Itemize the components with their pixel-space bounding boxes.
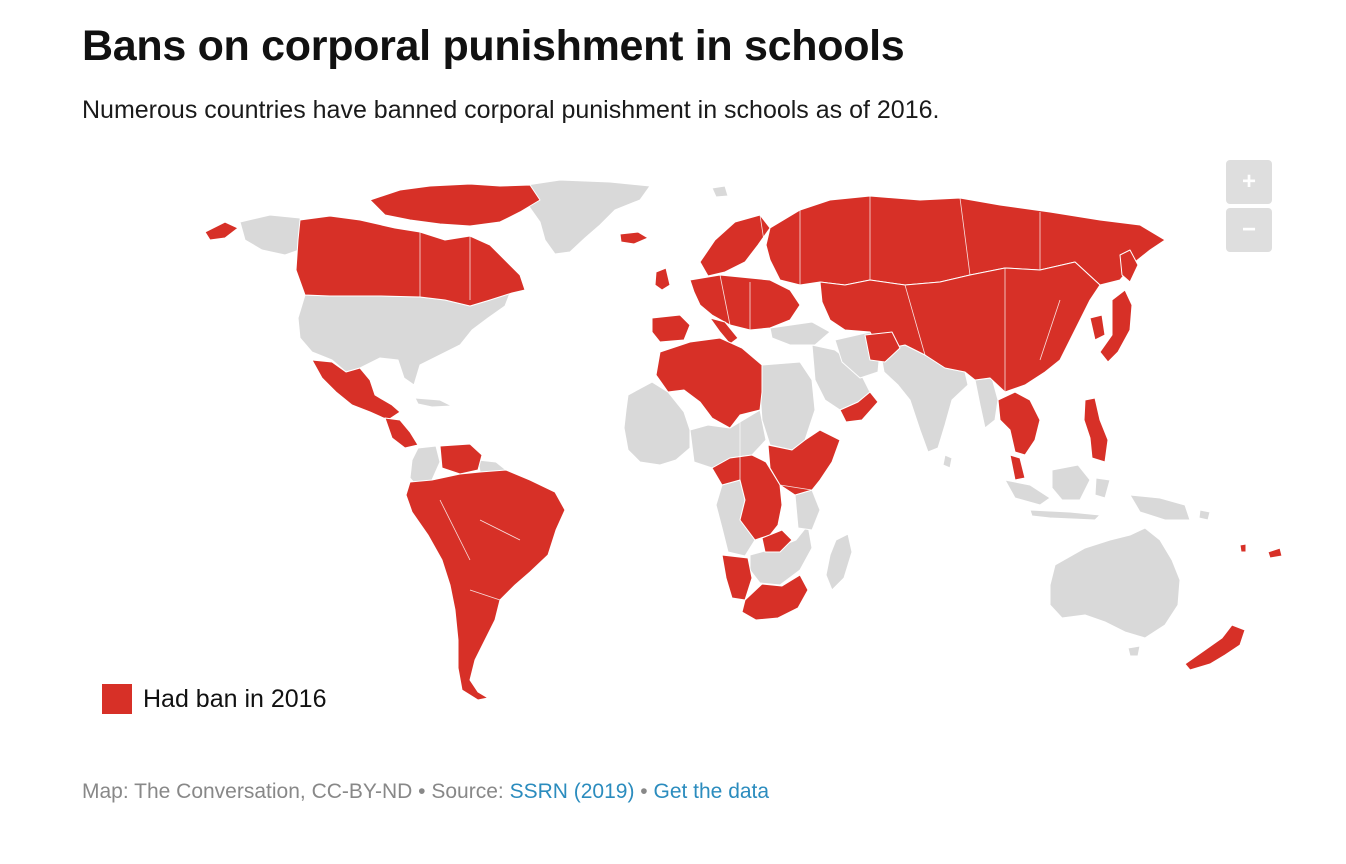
zoom-out-button[interactable]: − bbox=[1226, 208, 1272, 252]
zoom-in-button[interactable]: + bbox=[1226, 160, 1272, 204]
region-indonesia[interactable] bbox=[1004, 479, 1051, 506]
region-korea[interactable] bbox=[1089, 314, 1106, 341]
region-egypt-sudan[interactable] bbox=[759, 361, 816, 451]
region-malaysia[interactable] bbox=[1009, 454, 1026, 481]
region-yemen-oman[interactable] bbox=[839, 391, 879, 423]
region-new-guinea[interactable] bbox=[1129, 494, 1191, 521]
region-alaska[interactable] bbox=[239, 214, 306, 256]
world-map[interactable] bbox=[100, 170, 1290, 710]
region-turkey[interactable] bbox=[769, 321, 831, 346]
region-italy-greece[interactable] bbox=[709, 317, 739, 345]
world-map-svg[interactable] bbox=[100, 170, 1290, 710]
region-greenland[interactable] bbox=[519, 179, 651, 255]
chart-title: Bans on corporal punishment in schools bbox=[82, 22, 905, 70]
region-central-america[interactable] bbox=[384, 417, 419, 449]
source-link[interactable]: SSRN (2019) bbox=[509, 780, 635, 803]
region-japan[interactable] bbox=[1099, 289, 1133, 363]
region-south-africa[interactable] bbox=[741, 574, 809, 621]
region-sri-lanka[interactable] bbox=[942, 454, 953, 469]
borders bbox=[419, 196, 1061, 601]
region-sakhalin[interactable] bbox=[1119, 249, 1139, 283]
region-nigeria-chad[interactable] bbox=[689, 409, 767, 469]
region-java[interactable] bbox=[1029, 509, 1101, 521]
footer: Map: The Conversation, CC-BY-ND • Source… bbox=[82, 780, 769, 804]
region-se-asia[interactable] bbox=[997, 391, 1041, 456]
footer-separator-2: • bbox=[634, 780, 654, 803]
region-west-africa[interactable] bbox=[623, 381, 691, 466]
region-venezuela[interactable] bbox=[439, 443, 483, 475]
region-canada-arctic[interactable] bbox=[369, 183, 541, 227]
get-the-data-link[interactable]: Get the data bbox=[653, 780, 770, 803]
region-pacific-islands[interactable] bbox=[1198, 509, 1211, 521]
region-caribbean[interactable] bbox=[414, 397, 453, 408]
legend: Had ban in 2016 bbox=[102, 684, 326, 714]
region-tasmania[interactable] bbox=[1127, 645, 1141, 657]
footer-source-prefix: Source: bbox=[431, 780, 510, 803]
region-pacific-red-islands[interactable] bbox=[1267, 547, 1283, 559]
region-iceland[interactable] bbox=[619, 231, 649, 245]
region-canada[interactable] bbox=[295, 215, 526, 307]
region-madagascar[interactable] bbox=[825, 533, 853, 591]
region-iberia[interactable] bbox=[651, 314, 691, 343]
region-scandinavia[interactable] bbox=[699, 214, 771, 277]
region-aleutians[interactable] bbox=[204, 221, 239, 241]
region-new-zealand[interactable] bbox=[1184, 624, 1246, 671]
region-pacific-red-islands-2[interactable] bbox=[1239, 543, 1247, 553]
chart-subtitle: Numerous countries have banned corporal … bbox=[82, 96, 940, 124]
region-mexico[interactable] bbox=[311, 359, 401, 421]
region-south-america[interactable] bbox=[405, 469, 566, 701]
region-namibia[interactable] bbox=[721, 554, 753, 601]
region-borneo[interactable] bbox=[1051, 464, 1091, 501]
region-philippines[interactable] bbox=[1083, 397, 1109, 463]
region-svalbard[interactable] bbox=[711, 185, 729, 198]
region-pakistan[interactable] bbox=[864, 331, 901, 363]
region-europe[interactable] bbox=[689, 274, 801, 331]
footer-credit: Map: The Conversation, CC-BY-ND bbox=[82, 780, 413, 803]
region-central-africa-red[interactable] bbox=[711, 454, 783, 541]
region-east-africa-gray[interactable] bbox=[794, 489, 821, 531]
region-sulawesi[interactable] bbox=[1094, 477, 1111, 499]
legend-label: Had ban in 2016 bbox=[143, 684, 327, 713]
region-australia[interactable] bbox=[1049, 527, 1181, 639]
legend-swatch bbox=[102, 684, 132, 714]
region-zambia[interactable] bbox=[761, 529, 793, 553]
region-uk-ireland[interactable] bbox=[654, 267, 671, 291]
footer-separator-1: • bbox=[412, 780, 432, 803]
region-myanmar[interactable] bbox=[974, 377, 999, 429]
